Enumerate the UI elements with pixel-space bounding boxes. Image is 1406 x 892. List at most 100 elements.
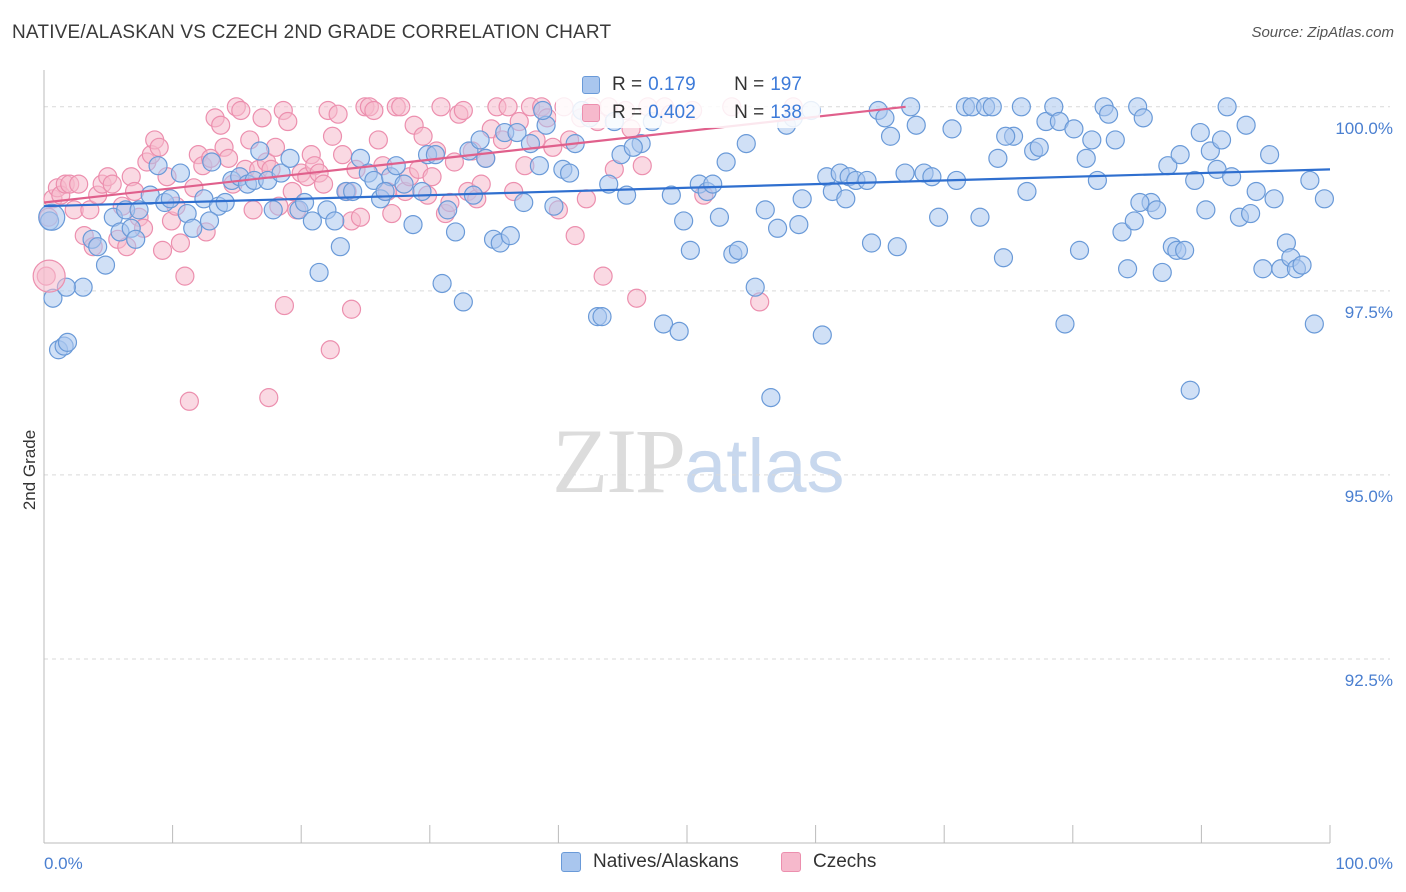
legend-r-label: R = bbox=[612, 74, 643, 95]
native-point bbox=[38, 203, 66, 231]
czech-point bbox=[69, 174, 89, 194]
native-point bbox=[1112, 222, 1132, 242]
czech-point bbox=[350, 207, 371, 227]
legend-swatch-blue bbox=[582, 76, 600, 94]
native-point bbox=[263, 200, 283, 220]
czech-point bbox=[282, 181, 302, 202]
native-point bbox=[929, 207, 949, 227]
native-point bbox=[1069, 240, 1090, 260]
czech-point bbox=[364, 100, 384, 121]
legend-r-value: 0.179 bbox=[648, 74, 696, 95]
czech-point bbox=[149, 137, 169, 157]
y-tick-label: 92.5% bbox=[1345, 671, 1393, 690]
native-point bbox=[330, 237, 350, 257]
native-point bbox=[875, 108, 895, 128]
native-point bbox=[302, 211, 322, 231]
native-point bbox=[250, 141, 270, 161]
czech-point bbox=[179, 391, 199, 411]
native-point bbox=[857, 170, 877, 191]
native-point bbox=[812, 325, 832, 345]
legend-row-czechs: R = 0.402 N = 138 bbox=[582, 101, 802, 125]
native-point bbox=[438, 200, 458, 220]
legend-n-label: N = bbox=[734, 102, 765, 123]
legend-n-value: 138 bbox=[770, 102, 802, 123]
czech-point bbox=[576, 189, 596, 209]
native-point bbox=[432, 273, 452, 294]
czech-point bbox=[341, 299, 362, 319]
legend-item-czechs[interactable]: Czechs bbox=[781, 851, 876, 873]
native-point bbox=[412, 181, 432, 202]
native-point bbox=[970, 207, 990, 227]
native-point bbox=[792, 189, 812, 209]
legend-row-natives: R = 0.179 N = 197 bbox=[582, 73, 802, 97]
native-point bbox=[544, 196, 564, 216]
native-point bbox=[1064, 119, 1084, 139]
legend-item-natives[interactable]: Natives/Alaskans bbox=[561, 851, 739, 873]
native-point bbox=[922, 167, 942, 187]
native-point bbox=[887, 237, 907, 257]
czech-point bbox=[231, 100, 251, 121]
native-point bbox=[767, 218, 788, 238]
legend-n-value: 197 bbox=[770, 74, 802, 95]
native-point bbox=[789, 215, 809, 235]
native-point bbox=[861, 233, 882, 253]
native-point bbox=[559, 163, 580, 183]
native-point bbox=[1241, 203, 1261, 224]
native-point bbox=[1246, 181, 1266, 202]
czech-point bbox=[627, 288, 647, 308]
legend-swatch-czechs bbox=[781, 852, 801, 872]
native-point bbox=[160, 189, 180, 209]
native-point bbox=[1175, 240, 1195, 260]
native-point bbox=[982, 97, 1002, 117]
native-point bbox=[1292, 255, 1312, 275]
czech-point bbox=[320, 340, 340, 360]
native-point bbox=[470, 130, 490, 150]
native-point bbox=[394, 174, 414, 194]
native-point bbox=[592, 307, 612, 327]
native-point bbox=[529, 156, 549, 176]
czech-point bbox=[313, 174, 334, 194]
czech-point bbox=[322, 126, 343, 146]
czech-point bbox=[565, 226, 585, 246]
native-point bbox=[533, 100, 553, 121]
czech-point bbox=[252, 108, 272, 128]
native-point bbox=[1029, 137, 1049, 157]
czech-point bbox=[328, 104, 348, 124]
chart-title: NATIVE/ALASKAN VS CZECH 2ND GRADE CORREL… bbox=[12, 22, 612, 43]
native-point bbox=[996, 126, 1016, 146]
y-tick-label: 100.0% bbox=[1335, 119, 1393, 138]
native-point bbox=[1185, 170, 1205, 191]
x-tick-label: 100.0% bbox=[1335, 854, 1393, 873]
native-point bbox=[57, 332, 78, 352]
native-point bbox=[1133, 108, 1153, 128]
native-point bbox=[653, 314, 674, 334]
native-point bbox=[1017, 181, 1037, 202]
native-point bbox=[1087, 170, 1108, 191]
native-point bbox=[906, 115, 926, 135]
czech-point bbox=[32, 259, 66, 293]
legend-label-natives: Natives/Alaskans bbox=[593, 851, 739, 872]
native-point bbox=[1130, 192, 1150, 213]
legend-n-label: N = bbox=[734, 74, 765, 95]
native-point bbox=[1098, 104, 1119, 124]
czech-point bbox=[243, 200, 263, 220]
czech-point bbox=[259, 388, 279, 408]
czech-point bbox=[413, 126, 433, 146]
native-point bbox=[1152, 262, 1172, 283]
native-point bbox=[1314, 189, 1335, 209]
watermark: ZIPatlas bbox=[552, 408, 845, 514]
native-point bbox=[895, 163, 915, 183]
native-point bbox=[309, 262, 329, 283]
native-point bbox=[294, 192, 315, 213]
native-point bbox=[623, 137, 643, 157]
native-point bbox=[1190, 122, 1210, 143]
czech-point bbox=[368, 130, 388, 150]
czech-point bbox=[332, 145, 353, 165]
x-tick-label: 0.0% bbox=[44, 854, 83, 873]
native-point bbox=[716, 152, 736, 172]
native-point bbox=[669, 321, 689, 341]
native-point bbox=[170, 163, 191, 183]
native-point bbox=[1055, 314, 1075, 334]
native-point bbox=[202, 152, 222, 172]
native-point bbox=[1117, 259, 1138, 279]
